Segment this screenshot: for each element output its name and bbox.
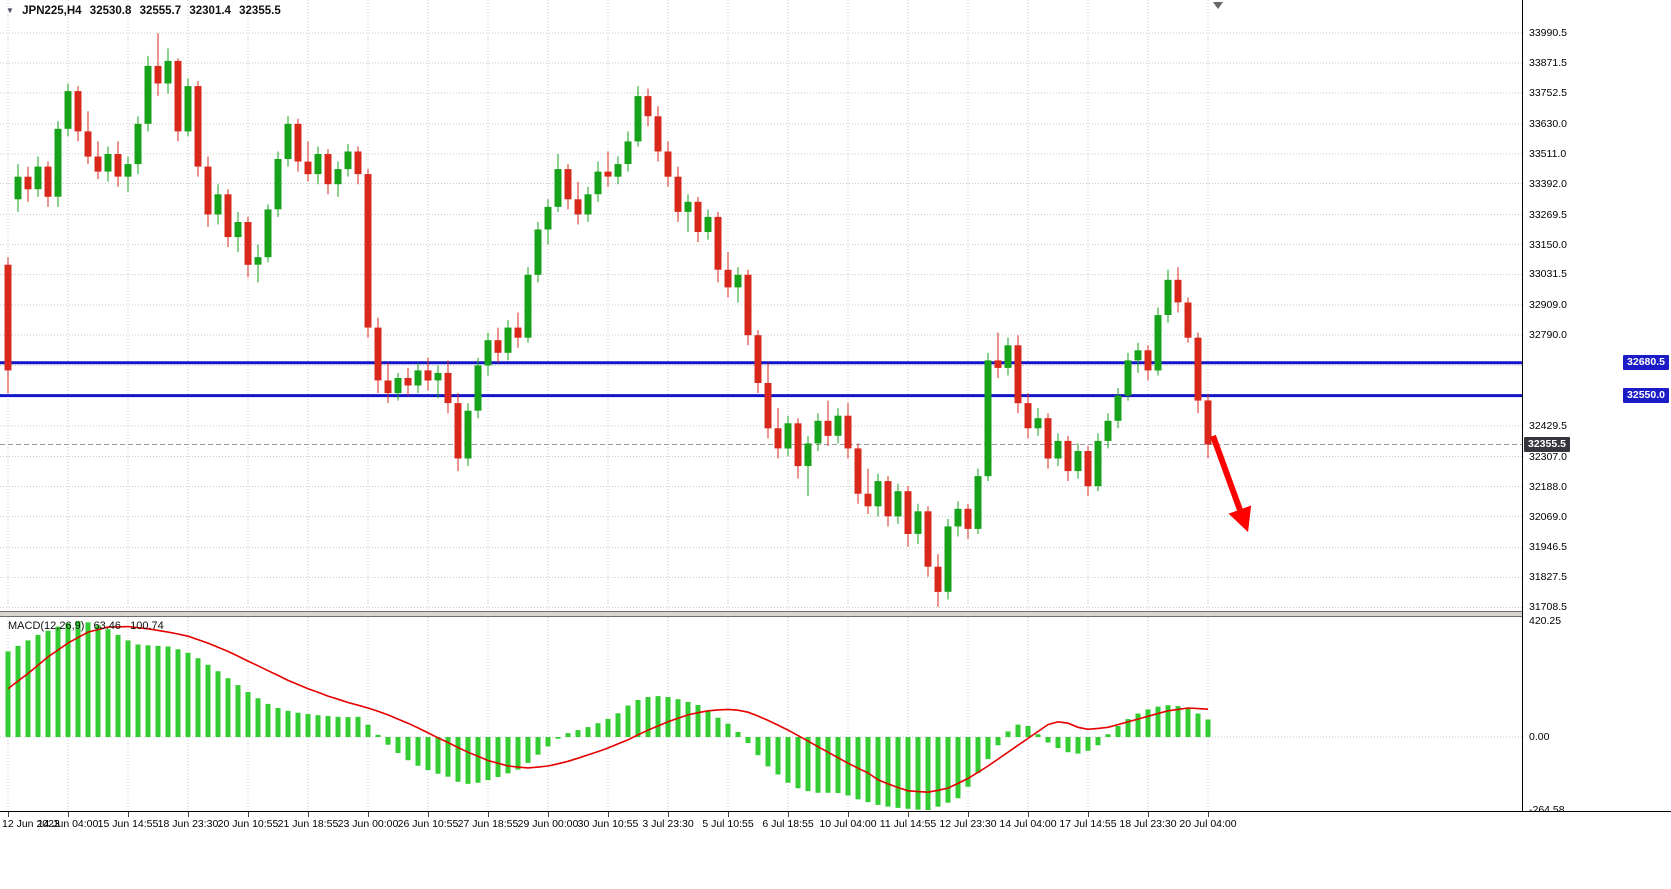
chart-shift-marker[interactable] <box>1213 2 1223 9</box>
macd-canvas[interactable] <box>0 617 1522 811</box>
time-axis-label: 23 Jun 00:00 <box>337 818 399 830</box>
price-tick-label: 31827.5 <box>1529 571 1567 584</box>
price-tick-label: 33752.5 <box>1529 86 1567 99</box>
price-tick-label: 33990.5 <box>1529 27 1567 40</box>
indicator-signal-value: 100.74 <box>130 620 164 632</box>
time-axis-label: 3 Jul 23:30 <box>642 818 694 830</box>
macd-tick-label: 0.00 <box>1529 730 1550 743</box>
time-axis-label: 11 Jul 14:55 <box>879 818 937 830</box>
time-axis-label: 27 Jun 18:55 <box>457 818 519 830</box>
indicator-main-value: 63.46 <box>93 620 122 632</box>
indicator-label: MACD(12,26,9) 63.46 100.74 <box>8 620 164 632</box>
ohlc-low-value: 32301.4 <box>189 5 231 17</box>
trend-arrow-annotation[interactable] <box>1210 434 1252 533</box>
price-tick-label: 33871.5 <box>1529 57 1567 70</box>
hline-price-badge: 32550.0 <box>1623 387 1669 403</box>
time-axis-ticks <box>8 812 1209 817</box>
macd-tick-label: 420.25 <box>1529 614 1562 627</box>
time-axis-label: 10 Jul 04:00 <box>819 818 877 830</box>
time-axis-label: 14 Jun 04:00 <box>37 818 99 830</box>
time-axis-label: 18 Jul 23:30 <box>1119 818 1177 830</box>
main-chart-canvas[interactable] <box>0 0 1522 611</box>
symbol-dropdown-icon[interactable]: ▼ <box>6 6 14 15</box>
last-price-badge: 32355.5 <box>1524 436 1570 452</box>
indicator-name: MACD(12,26,9) <box>8 620 85 632</box>
price-tick-label: 32307.0 <box>1529 450 1567 463</box>
time-axis-labels: 12 Jun 2023 14 Jun 04:00 15 Jun 14:55 18 Ju… <box>0 812 1671 836</box>
time-axis-label: 21 Jun 18:55 <box>277 818 339 830</box>
time-axis-label: 6 Jul 18:55 <box>762 818 814 830</box>
macd-indicator-panel[interactable]: MACD(12,26,9) 63.46 100.74 <box>0 617 1522 811</box>
price-tick-label: 33031.5 <box>1529 268 1567 281</box>
price-tick-label: 32069.0 <box>1529 510 1567 523</box>
time-axis-label: 29 Jun 00:00 <box>517 818 579 830</box>
time-axis-label: 18 Jun 23:30 <box>157 818 219 830</box>
ohlc-open-value: 32530.8 <box>89 5 132 17</box>
symbol-timeframe-label: JPN225,H4 <box>22 5 82 17</box>
price-tick-label: 33150.0 <box>1529 238 1567 251</box>
ohlc-high-value: 32555.7 <box>139 5 182 17</box>
time-axis-label: 20 Jun 10:55 <box>217 818 279 830</box>
price-tick-label: 33511.0 <box>1529 147 1567 160</box>
time-axis-label: 30 Jun 10:55 <box>577 818 639 830</box>
time-axis-label: 12 Jul 23:30 <box>939 818 997 830</box>
macd-histogram <box>5 621 1211 810</box>
price-tick-label: 31946.5 <box>1529 541 1567 554</box>
price-tick-label: 32429.5 <box>1529 419 1567 432</box>
time-axis-label: 12 Jun 2023 <box>2 818 60 830</box>
ohlc-close-value: 32355.5 <box>239 5 281 17</box>
chart-title: ▼ JPN225,H4 32530.8 32555.7 32301.4 3235… <box>6 5 281 17</box>
main-grid <box>0 0 1522 611</box>
price-tick-label: 33630.0 <box>1529 117 1567 130</box>
time-axis[interactable]: 12 Jun 2023 14 Jun 04:00 15 Jun 14:55 18 Ju… <box>0 811 1671 889</box>
price-tick-label: 32909.0 <box>1529 299 1567 312</box>
price-tick-label: 31708.5 <box>1529 601 1567 614</box>
time-axis-label: 26 Jun 10:55 <box>397 818 459 830</box>
panel-splitter[interactable] <box>0 611 1671 617</box>
price-axis[interactable]: 33990.5 33871.5 33752.5 33630.0 33511.0 33392… <box>1522 0 1671 816</box>
price-chart-panel[interactable]: ▼ JPN225,H4 32530.8 32555.7 32301.4 3235… <box>0 0 1522 611</box>
price-tick-label: 32188.0 <box>1529 480 1567 493</box>
hline-price-badge: 32680.5 <box>1623 354 1669 370</box>
macd-signal-line <box>7 625 1209 794</box>
price-tick-label: 33392.0 <box>1529 177 1567 190</box>
time-axis-label: 20 Jul 04:00 <box>1179 818 1237 830</box>
price-tick-label: 32790.0 <box>1529 329 1567 342</box>
time-axis-label: 14 Jul 04:00 <box>999 818 1057 830</box>
time-axis-label: 17 Jul 14:55 <box>1059 818 1117 830</box>
price-tick-label: 33269.5 <box>1529 208 1567 221</box>
time-axis-label: 5 Jul 10:55 <box>702 818 754 830</box>
time-axis-label: 15 Jun 14:55 <box>97 818 159 830</box>
candles-layer <box>4 33 1212 607</box>
